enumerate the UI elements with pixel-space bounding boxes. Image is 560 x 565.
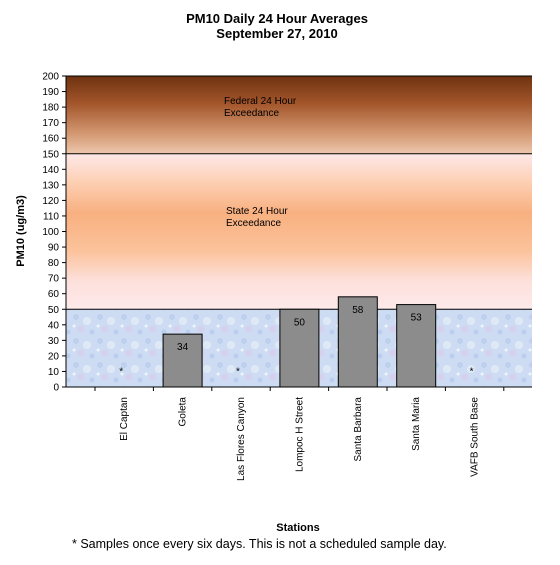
no-sample-marker: * — [119, 367, 123, 378]
bar-value-label: 58 — [352, 305, 364, 316]
y-tick-label: 120 — [42, 196, 59, 207]
x-axis-title: Stations — [276, 522, 319, 534]
x-category-labels: El Captan Goleta Las Flores Canyon Lompoc H… — [119, 397, 480, 481]
y-tick-label: 0 — [53, 383, 59, 394]
x-category-label: Lompoc H Street — [294, 397, 305, 472]
y-tick-label: 100 — [42, 227, 59, 238]
y-tick-labels: 0 10 20 30 40 50 60 70 80 90 100 110 120 130 140 150 160… — [42, 72, 59, 394]
y-tick-label: 10 — [48, 367, 60, 378]
y-tick-label: 20 — [48, 351, 60, 362]
y-tick-label: 180 — [42, 103, 59, 114]
x-category-label: Las Flores Canyon — [236, 397, 247, 481]
x-category-label: Goleta — [178, 397, 189, 427]
y-tick-label: 200 — [42, 72, 59, 83]
y-tick-label: 80 — [48, 258, 60, 269]
bar-value-label: 53 — [411, 313, 423, 324]
y-tick-label: 150 — [42, 149, 59, 160]
bar — [337, 296, 378, 388]
x-category-label: El Captan — [119, 397, 130, 441]
y-tick-label: 160 — [42, 134, 59, 145]
y-tick-label: 50 — [48, 305, 60, 316]
state-exceedance-zone — [66, 153, 532, 310]
zone-label: Exceedance — [224, 108, 279, 119]
y-tick-label: 170 — [42, 118, 59, 129]
x-category-label: VAFB South Base — [470, 397, 481, 477]
zone-label: State 24 Hour — [226, 206, 288, 217]
axes — [62, 75, 532, 391]
federal-exceedance-zone — [66, 76, 532, 154]
footnote: * Samples once every six days. This is n… — [72, 537, 447, 551]
x-category-label: Santa Barbara — [353, 397, 364, 462]
y-tick-label: 60 — [48, 289, 60, 300]
no-sample-marker: * — [236, 367, 240, 378]
bar-value-label: 34 — [177, 342, 189, 353]
y-axis-title: PM10 (ug/m3) — [15, 195, 27, 267]
no-sample-marker: * — [470, 367, 474, 378]
bar-value-label: 50 — [294, 317, 306, 328]
y-tick-label: 90 — [48, 243, 60, 254]
x-category-label: Santa Maria — [411, 397, 422, 451]
y-tick-label: 130 — [42, 180, 59, 191]
y-tick-label: 190 — [42, 87, 59, 98]
zone-label: Federal 24 Hour — [224, 96, 297, 107]
bar — [396, 304, 437, 388]
chart-subtitle: September 27, 2010 — [216, 26, 337, 41]
zone-label: Exceedance — [226, 218, 281, 229]
y-tick-label: 70 — [48, 274, 60, 285]
y-tick-label: 140 — [42, 165, 59, 176]
bar — [162, 333, 203, 388]
y-tick-label: 40 — [48, 320, 60, 331]
y-tick-label: 110 — [43, 211, 59, 222]
y-tick-label: 30 — [48, 336, 60, 347]
chart-title: PM10 Daily 24 Hour Averages — [186, 11, 368, 26]
